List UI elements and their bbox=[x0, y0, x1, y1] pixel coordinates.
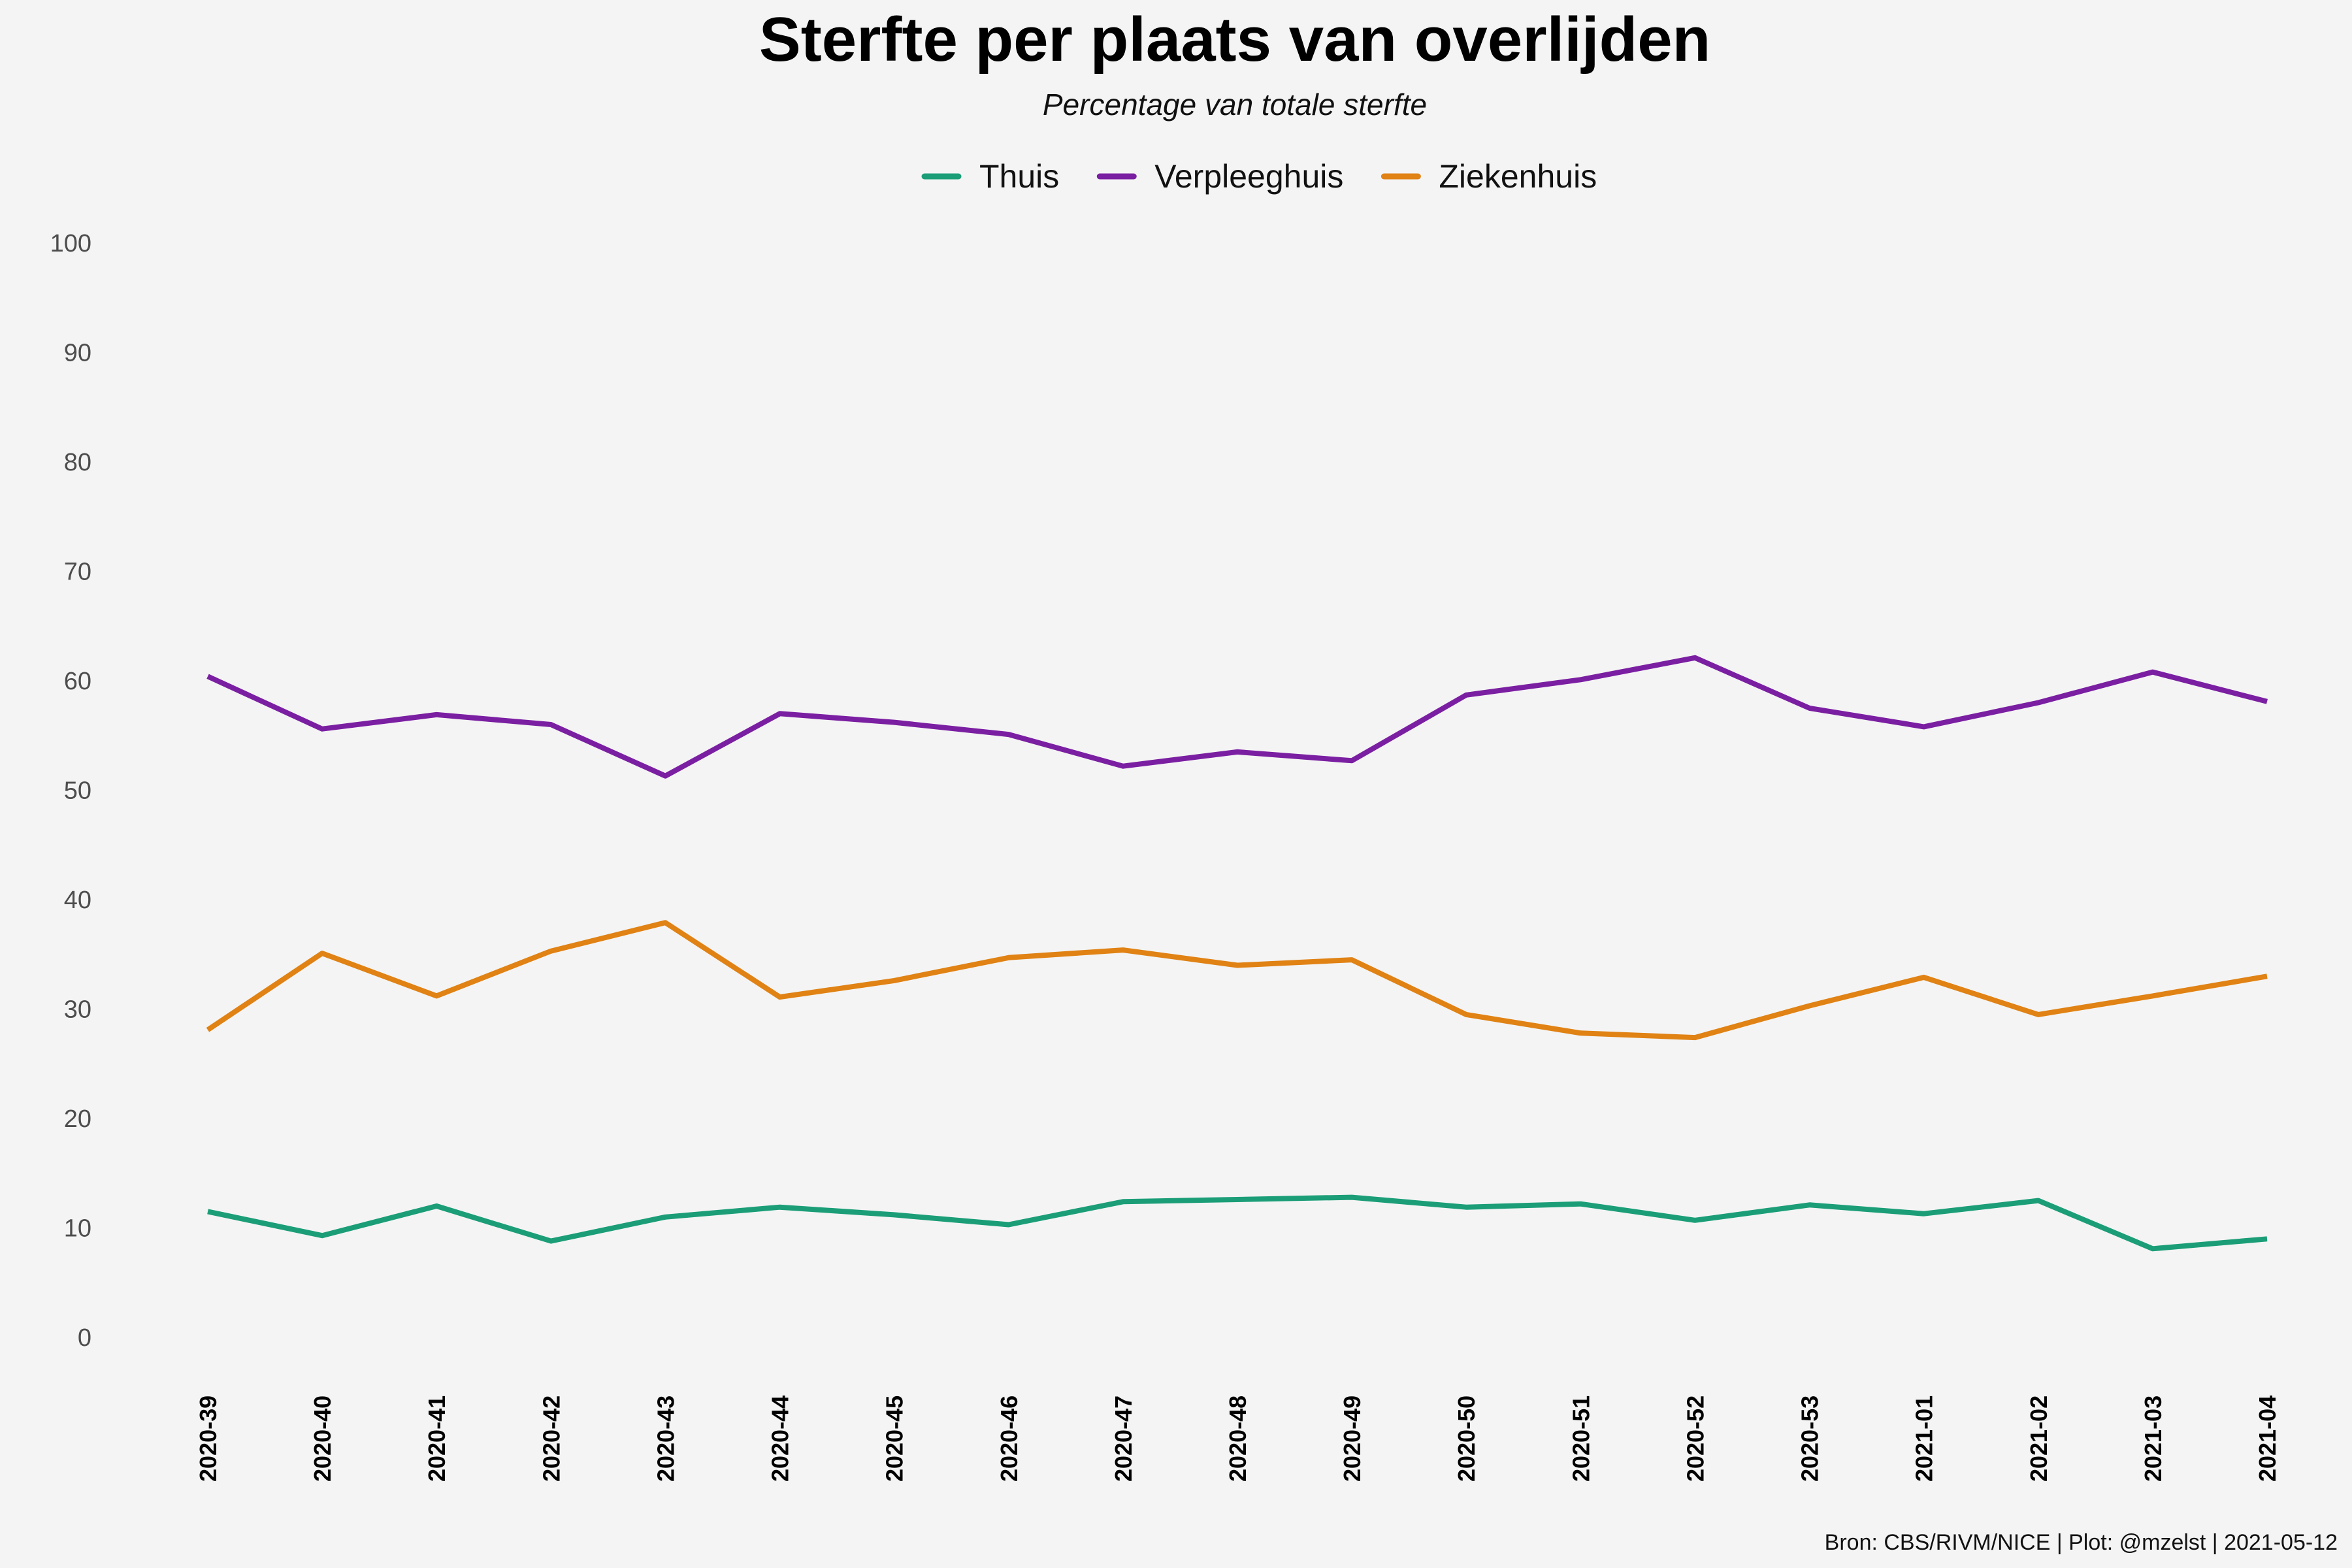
x-tick-label: 2021-03 bbox=[2140, 1396, 2166, 1482]
legend-label: Thuis bbox=[979, 158, 1059, 195]
x-tick-label: 2021-01 bbox=[1911, 1396, 1938, 1482]
y-axis: 0 10 20 30 40 50 60 70 80 90 100 bbox=[50, 230, 91, 1352]
series-verpleeghuis bbox=[206, 655, 2268, 779]
legend: Thuis Verpleeghuis Ziekenhuis bbox=[921, 158, 1597, 195]
legend-item-thuis: Thuis bbox=[921, 158, 1059, 195]
y-tick-label: 20 bbox=[64, 1105, 91, 1133]
legend-item-ziekenhuis: Ziekenhuis bbox=[1380, 158, 1597, 195]
x-tick-label: 2020-51 bbox=[1567, 1396, 1594, 1482]
y-tick-label: 10 bbox=[64, 1215, 91, 1243]
x-tick-label: 2020-47 bbox=[1110, 1396, 1137, 1482]
series-line-verpleeghuis bbox=[206, 655, 2268, 779]
x-tick-label: 2020-46 bbox=[996, 1396, 1022, 1482]
y-tick-label: 70 bbox=[64, 559, 91, 586]
series-line-ziekenhuis bbox=[206, 920, 2268, 1041]
chart-title: Sterfte per plaats van overlijden bbox=[759, 5, 1711, 74]
x-tick-label: 2020-40 bbox=[309, 1396, 336, 1482]
y-tick-label: 0 bbox=[78, 1324, 91, 1352]
x-tick-label: 2021-02 bbox=[2025, 1396, 2052, 1482]
series-line-thuis bbox=[207, 1194, 2268, 1252]
y-tick-label: 50 bbox=[64, 777, 91, 805]
legend-label: Verpleeghuis bbox=[1154, 158, 1343, 195]
x-tick-label: 2020-39 bbox=[195, 1396, 221, 1482]
y-tick-label: 90 bbox=[64, 340, 91, 367]
x-tick-label: 2020-49 bbox=[1339, 1396, 1365, 1482]
y-tick-label: 80 bbox=[64, 449, 91, 476]
legend-item-verpleeghuis: Verpleeghuis bbox=[1096, 158, 1343, 195]
y-tick-label: 100 bbox=[50, 230, 91, 257]
y-tick-label: 30 bbox=[64, 996, 91, 1024]
x-tick-label: 2020-48 bbox=[1224, 1396, 1251, 1482]
y-tick-label: 40 bbox=[64, 887, 91, 914]
x-tick-label: 2020-45 bbox=[881, 1396, 908, 1482]
x-tick-label: 2020-50 bbox=[1453, 1396, 1480, 1482]
chart-subtitle: Percentage van totale sterfte bbox=[1043, 88, 1427, 122]
x-axis: 2020-39 2020-40 2020-41 2020-42 2020-43 2020-… bbox=[195, 1396, 2281, 1482]
x-tick-label: 2020-44 bbox=[767, 1396, 794, 1482]
series-layer bbox=[206, 655, 2268, 1252]
legend-label: Ziekenhuis bbox=[1439, 158, 1597, 195]
x-tick-label: 2020-41 bbox=[423, 1396, 450, 1482]
series-thuis bbox=[207, 1194, 2268, 1252]
y-tick-label: 60 bbox=[64, 668, 91, 695]
x-tick-label: 2020-53 bbox=[1797, 1396, 1823, 1482]
x-tick-label: 2020-42 bbox=[538, 1396, 564, 1482]
series-ziekenhuis bbox=[206, 920, 2268, 1041]
chart-caption: Bron: CBS/RIVM/NICE | Plot: @mzelst | 20… bbox=[1825, 1530, 2338, 1555]
x-tick-label: 2020-43 bbox=[652, 1396, 679, 1482]
x-tick-label: 2021-04 bbox=[2254, 1396, 2281, 1482]
x-tick-label: 2020-52 bbox=[1682, 1396, 1708, 1482]
